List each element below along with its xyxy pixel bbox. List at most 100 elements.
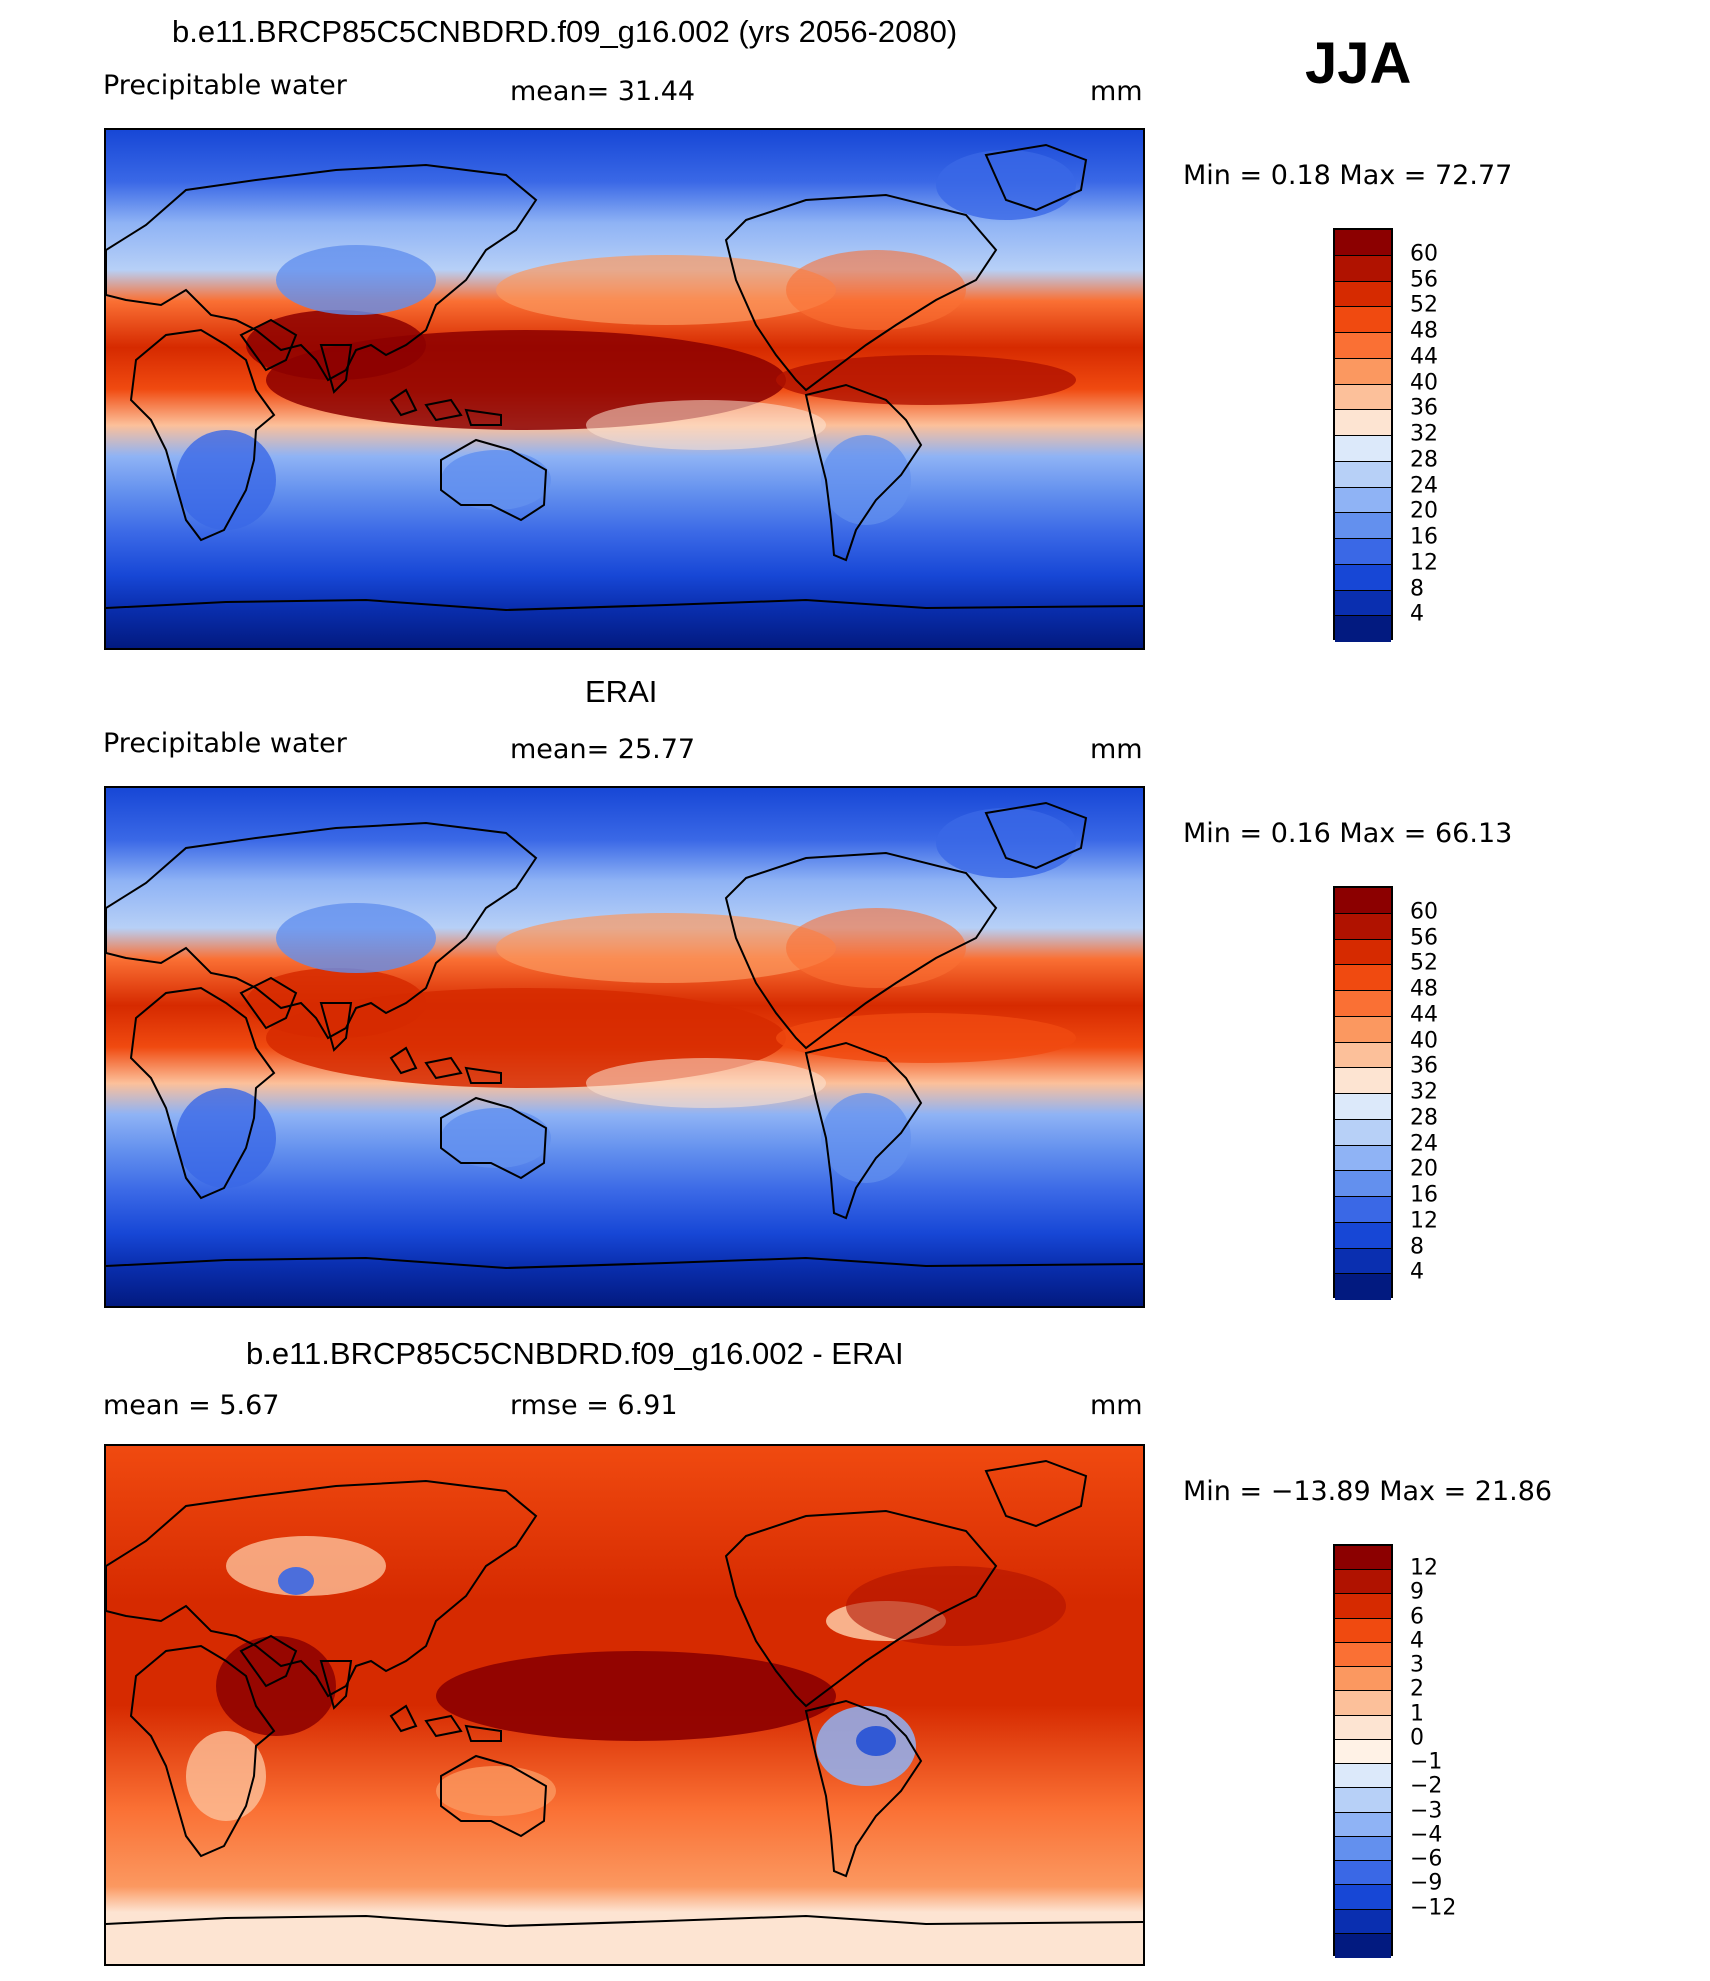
colorbar-tick-label: 12: [1410, 1208, 1438, 1234]
coastline: [106, 598, 1143, 612]
field-anomaly: [226, 1536, 386, 1596]
colorbar-tick-label: 6: [1410, 1604, 1424, 1630]
panel-1-variable-label: Precipitable water: [103, 70, 347, 101]
colorbar-tick-label: 44: [1410, 1002, 1438, 1028]
colorbar-swatch: [1335, 1836, 1391, 1862]
panel-2-minmax: Min = 0.16 Max = 66.13: [1183, 818, 1513, 849]
panel-3-units-label: mm: [1090, 1390, 1143, 1421]
colorbar-swatch: [1335, 1739, 1391, 1765]
colorbar-tick-label: 40: [1410, 1028, 1438, 1053]
colorbar-tick-label: 48: [1410, 976, 1438, 1002]
coastline: [129, 328, 276, 542]
coastline: [984, 1459, 1088, 1528]
colorbar-tick-label: −1: [1410, 1749, 1443, 1775]
colorbar-tick-label: −2: [1410, 1773, 1443, 1799]
field-anomaly: [776, 1013, 1076, 1063]
coastline: [239, 318, 298, 372]
coastline: [804, 1699, 923, 1878]
colorbar-swatch: [1335, 564, 1391, 591]
colorbar-tick-label: 36: [1410, 395, 1438, 421]
colorbar-tick-label: −3: [1410, 1798, 1443, 1824]
colorbar-tick-label: 24: [1410, 473, 1438, 498]
field-anomaly: [176, 1088, 276, 1188]
coastline: [464, 1724, 502, 1742]
colorbar-tick-label: 32: [1410, 1079, 1438, 1105]
colorbar-swatch: [1335, 539, 1391, 565]
field-anomaly: [186, 1731, 266, 1821]
coastline: [440, 1754, 548, 1838]
field-anomaly: [856, 1726, 896, 1756]
coastline: [106, 1256, 1143, 1270]
coastline: [106, 821, 538, 1040]
colorbar-tick-label: 56: [1410, 925, 1438, 950]
colorbar-tick-label: 36: [1410, 1053, 1438, 1079]
colorbar-swatch: [1335, 1618, 1391, 1643]
panel-3-colorbar: [1333, 1544, 1393, 1958]
coastline: [106, 163, 538, 382]
coastline: [389, 1046, 418, 1075]
panel-3-rmse-label: rmse = 6.91: [510, 1390, 678, 1421]
panel-2-colorbar: [1333, 886, 1393, 1300]
coastline: [424, 398, 463, 422]
colorbar-swatch: [1335, 965, 1391, 991]
field-anomaly: [496, 913, 836, 983]
field-anomaly: [786, 908, 966, 988]
field-anomaly: [786, 250, 966, 330]
colorbar-swatch: [1335, 410, 1391, 436]
colorbar-swatch: [1335, 384, 1391, 411]
colorbar-swatch: [1335, 1094, 1391, 1120]
coastline: [804, 383, 923, 562]
colorbar-swatch: [1335, 1171, 1391, 1197]
panel-3-mean-label: mean = 5.67: [103, 1390, 280, 1421]
colorbar-swatch: [1335, 616, 1391, 642]
colorbar-swatch: [1335, 1933, 1391, 1958]
colorbar-swatch: [1335, 1042, 1391, 1069]
colorbar-swatch: [1335, 307, 1391, 333]
colorbar-tick-label: 0: [1410, 1725, 1424, 1751]
colorbar-swatch: [1335, 1788, 1391, 1813]
colorbar-tick-label: 4: [1410, 601, 1424, 627]
colorbar-swatch: [1335, 1248, 1391, 1275]
field-anomaly: [776, 355, 1076, 405]
field-anomaly: [276, 903, 436, 973]
colorbar-swatch: [1335, 358, 1391, 385]
colorbar-tick-label: 60: [1410, 899, 1438, 925]
field-anomaly: [586, 400, 826, 450]
field-anomaly: [496, 255, 836, 325]
colorbar-tick-label: 40: [1410, 370, 1438, 395]
colorbar-swatch: [1335, 281, 1391, 308]
colorbar-swatch: [1335, 487, 1391, 514]
coastline: [106, 1914, 1143, 1928]
colorbar-swatch: [1335, 436, 1391, 462]
field-anomaly: [821, 1093, 911, 1183]
coastline: [464, 1066, 502, 1084]
colorbar-swatch: [1335, 1861, 1391, 1886]
panel-1-map: [104, 128, 1145, 650]
colorbar-tick-label: −12: [1410, 1895, 1457, 1921]
coastline: [724, 851, 998, 1050]
colorbar-swatch: [1335, 590, 1391, 617]
colorbar-tick-label: 52: [1410, 950, 1438, 976]
panel-1-minmax: Min = 0.18 Max = 72.77: [1183, 160, 1513, 191]
colorbar-swatch: [1335, 1667, 1391, 1692]
colorbar-swatch: [1335, 461, 1391, 488]
coastline: [464, 408, 502, 426]
field-anomaly: [436, 1651, 836, 1741]
panel-2-mean-label: mean= 25.77: [510, 734, 696, 765]
colorbar-tick-label: 28: [1410, 1105, 1438, 1131]
colorbar-swatch: [1335, 1546, 1391, 1571]
colorbar-swatch: [1335, 1812, 1391, 1837]
colorbar-swatch: [1335, 1885, 1391, 1910]
colorbar-swatch: [1335, 991, 1391, 1017]
coastline: [724, 193, 998, 392]
colorbar-swatch: [1335, 1274, 1391, 1300]
field-anomaly: [436, 1766, 556, 1816]
colorbar-tick-label: 16: [1410, 1182, 1438, 1208]
coastline: [319, 344, 353, 394]
panel-1-units-label: mm: [1090, 76, 1143, 107]
colorbar-swatch: [1335, 1222, 1391, 1249]
panel-2-map: [104, 786, 1145, 1308]
season-label: JJA: [1305, 31, 1412, 96]
colorbar-tick-label: 24: [1410, 1131, 1438, 1156]
colorbar-swatch: [1335, 230, 1391, 256]
